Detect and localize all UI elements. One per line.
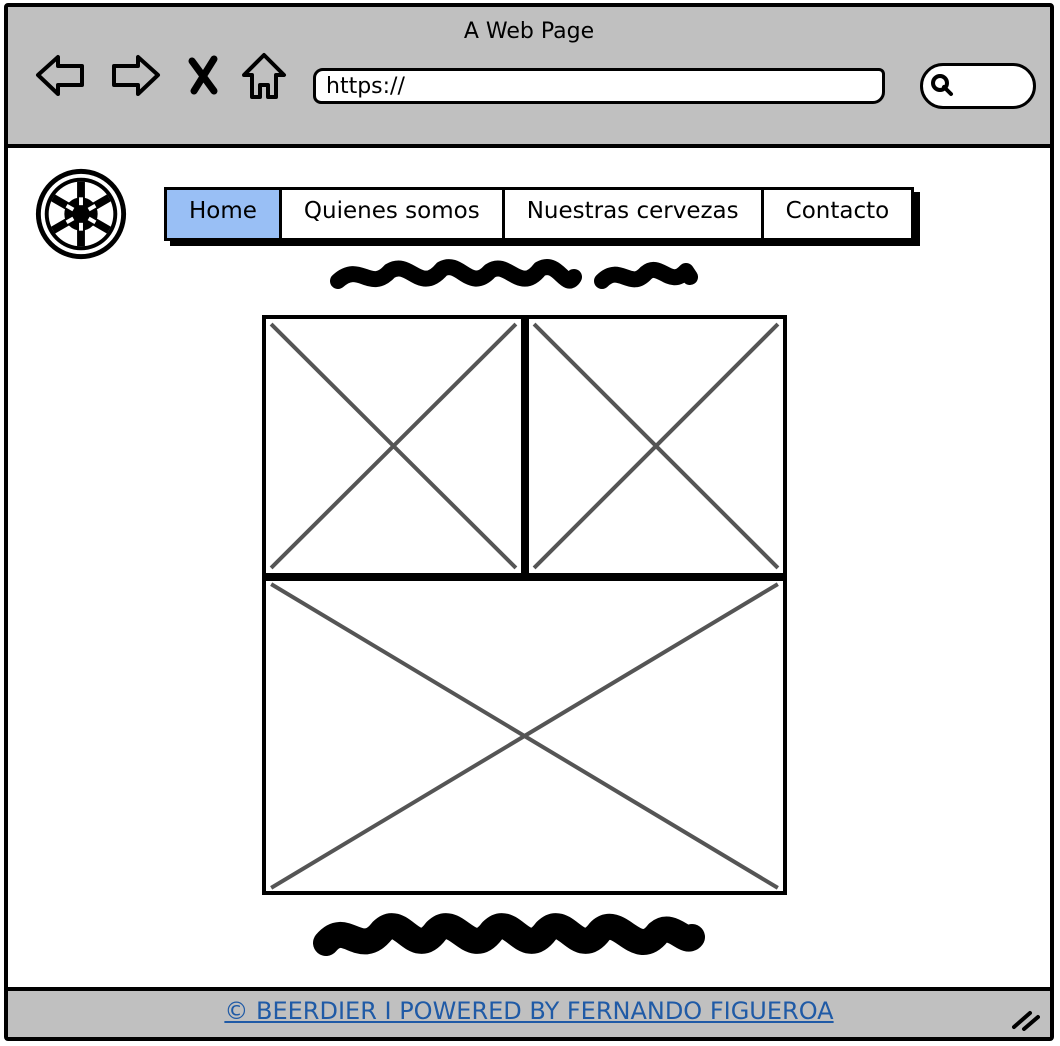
main-nav: Home Quienes somos Nuestras cervezas Con… (164, 187, 915, 241)
resize-grip-icon[interactable] (1010, 1007, 1040, 1031)
forward-arrow-icon[interactable] (108, 47, 164, 103)
status-bar: © BEERDIER I POWERED BY FERNANDO FIGUERO… (8, 987, 1050, 1037)
image-placeholder-3 (262, 577, 787, 895)
home-icon[interactable] (236, 47, 292, 103)
caption-scribble (313, 913, 705, 956)
footer-credit-link[interactable]: © BEERDIER I POWERED BY FERNANDO FIGUERO… (224, 997, 834, 1025)
search-icon (931, 74, 953, 96)
nav-item-nuestras-cervezas[interactable]: Nuestras cervezas (505, 190, 764, 238)
browser-chrome: A Web Page https:// (8, 7, 1050, 148)
imperial-emblem-icon[interactable] (32, 165, 130, 263)
url-input[interactable]: https:// (313, 68, 885, 104)
heading-scribble (330, 259, 698, 289)
back-arrow-icon[interactable] (32, 47, 88, 103)
nav-item-home[interactable]: Home (167, 190, 282, 238)
close-icon[interactable] (180, 47, 226, 103)
nav-item-quienes-somos[interactable]: Quienes somos (282, 190, 505, 238)
window-title: A Web Page (463, 19, 595, 44)
search-field[interactable] (920, 63, 1036, 109)
browser-window: A Web Page https:// (4, 3, 1054, 1041)
image-placeholder-2 (525, 315, 787, 577)
image-placeholder-1 (262, 315, 525, 577)
nav-item-contacto[interactable]: Contacto (785, 198, 890, 224)
